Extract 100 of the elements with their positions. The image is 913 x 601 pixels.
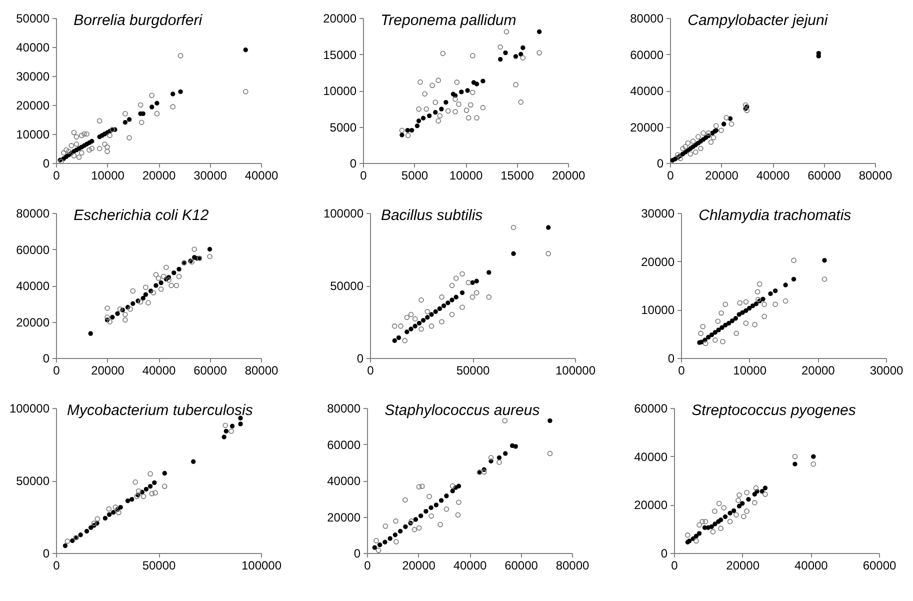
x-tick-label: 20000: [91, 364, 125, 378]
chart-title: Treponema pallidum: [380, 12, 516, 29]
point: [61, 150, 66, 156]
point: [678, 156, 683, 162]
y-tick-label: 20000: [641, 254, 675, 269]
point: [89, 146, 95, 152]
point: [682, 144, 688, 150]
point: [503, 451, 508, 456]
point: [425, 315, 430, 320]
point: [724, 115, 730, 120]
point: [388, 536, 392, 541]
point: [450, 488, 455, 494]
point: [728, 510, 732, 516]
point: [403, 524, 408, 530]
point: [782, 298, 788, 304]
chart-title: Staphylococcus aureus: [384, 402, 540, 419]
point: [680, 146, 686, 152]
point: [702, 518, 708, 524]
point: [428, 513, 434, 519]
point: [191, 459, 196, 464]
chart-title: Chlamydia trachomatis: [698, 207, 852, 224]
point: [126, 135, 132, 140]
point: [740, 310, 745, 315]
point: [744, 108, 750, 114]
point: [91, 520, 97, 526]
point: [741, 514, 746, 520]
point: [84, 131, 90, 137]
x-tick-label: 10000: [733, 364, 767, 378]
point: [496, 455, 502, 460]
point: [440, 50, 446, 56]
point: [700, 324, 706, 330]
point: [721, 122, 726, 126]
point: [444, 494, 449, 498]
point: [760, 296, 766, 302]
point: [723, 322, 728, 328]
point: [138, 102, 144, 108]
y-tick-label: 60000: [327, 438, 361, 452]
point: [426, 494, 432, 500]
point: [242, 88, 248, 94]
point: [510, 224, 516, 230]
x-tick-label: 20000: [402, 558, 436, 572]
point: [733, 512, 739, 518]
point: [238, 416, 243, 420]
point: [694, 538, 699, 544]
x-tick-label: 0: [53, 364, 60, 378]
point: [418, 79, 423, 85]
point: [117, 306, 123, 312]
point: [156, 276, 162, 281]
point: [511, 251, 516, 256]
point: [456, 102, 462, 107]
point: [82, 131, 87, 137]
point: [106, 512, 112, 517]
point: [439, 106, 444, 112]
point: [433, 309, 438, 314]
point: [153, 272, 159, 278]
point: [792, 462, 798, 466]
y-tick-label: 20000: [16, 315, 50, 330]
point: [718, 128, 724, 134]
point: [685, 140, 691, 146]
point: [546, 250, 552, 256]
point: [433, 110, 438, 115]
y-tick-label: 80000: [630, 12, 664, 26]
y-tick-label: 100000: [9, 402, 50, 416]
point: [412, 316, 418, 322]
point: [746, 306, 752, 311]
point: [712, 330, 718, 335]
y-tick-label: 20000: [630, 120, 664, 134]
point: [772, 302, 778, 308]
point: [152, 480, 157, 486]
point: [731, 508, 736, 514]
point: [744, 490, 750, 496]
point: [170, 92, 176, 96]
point: [178, 89, 183, 94]
point: [62, 543, 68, 548]
y-tick-label: 30000: [641, 206, 675, 220]
point: [498, 56, 503, 62]
point: [107, 132, 112, 138]
point: [174, 282, 180, 288]
point: [424, 106, 430, 112]
point: [104, 144, 110, 150]
point: [418, 326, 424, 332]
point: [148, 471, 153, 477]
point: [772, 288, 778, 294]
chart-title: Escherichia coli K12: [74, 207, 210, 224]
point: [460, 304, 465, 310]
point: [71, 153, 77, 158]
point: [737, 300, 742, 306]
point: [64, 538, 70, 544]
point: [149, 92, 155, 98]
x-tick-label: 20000: [552, 168, 586, 182]
y-tick-label: 10000: [16, 128, 50, 142]
y-tick-label: 50000: [330, 279, 364, 293]
point: [715, 318, 721, 324]
point: [480, 104, 486, 110]
y-tick-label: 50000: [16, 12, 50, 26]
point: [420, 116, 426, 120]
point: [429, 312, 434, 317]
point: [402, 338, 408, 344]
point: [811, 454, 816, 459]
point: [424, 308, 430, 314]
